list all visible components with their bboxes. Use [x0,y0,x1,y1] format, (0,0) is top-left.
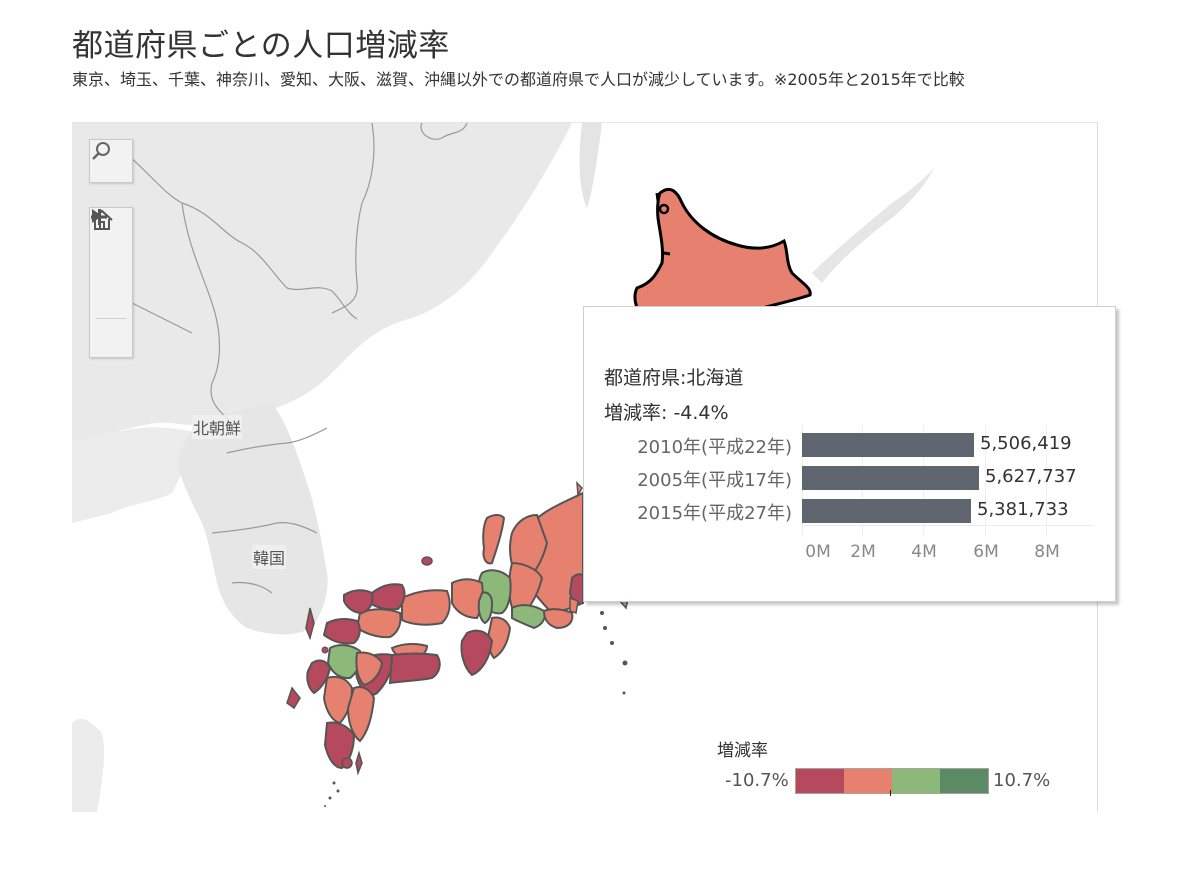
small-islands [286,481,629,807]
map-search-button[interactable] [89,139,133,183]
tooltip-rate: 増減率: -4.4% [604,402,729,424]
prefecture-hyogo-okayama [401,589,451,626]
bar-label: 2010年(平成22年) [637,437,792,458]
grid-line [985,425,986,537]
mainland-landmass [72,123,572,443]
x-axis-line [802,525,1094,526]
bar-2005 [802,466,979,490]
map-tooltip: 都道府県:北海道 増減率: -4.4% 2010年(平成22年) 5,506,4… [583,306,1116,602]
prefecture-mie [487,616,512,660]
map-label-north-korea: 北朝鮮 [192,415,243,439]
legend-current-marker [890,790,891,796]
toolbar-divider [96,318,126,319]
legend-swatch-strong-decrease [796,769,844,793]
legend-max-label: 10.7% [993,770,1051,791]
prefecture-kagoshima [323,721,356,770]
map-canvas[interactable] [72,123,1097,812]
map-zoom-toolbar [89,207,133,358]
legend-color-ramp[interactable] [795,768,989,794]
bar-label: 2015年(平成27年) [637,503,792,524]
prefecture-kyoto-area [451,578,484,620]
bar-label: 2005年(平成17年) [637,470,792,491]
play-triangle-icon [92,209,102,223]
tooltip-prefecture: 都道府県:北海道 [604,367,744,389]
x-tick: 8M [1034,542,1060,562]
prefecture-kanagawa-area [568,573,584,605]
bar-2010 [802,433,974,457]
prefectures-kyushu [306,644,384,770]
bar-2015 [802,499,971,523]
prefecture-kochi-tokushima [388,652,441,685]
prefecture-wakayama [460,629,494,677]
mainland-coast-lower [72,427,202,523]
prefecture-hiroshima [355,608,402,639]
prefecture-miyazaki [346,686,376,743]
korea-landmass [177,403,328,635]
prefecture-shizuoka [542,608,574,630]
prefecture-aichi [511,604,546,630]
x-tick: 6M [973,542,999,562]
china-coast-sw [72,718,105,812]
bar-value: 5,627,737 [985,466,1077,487]
prefecture-shiga [477,591,494,625]
prefecture-saga-nagasaki [306,659,332,695]
home-button[interactable] [90,209,132,316]
prefecture-oita [355,651,384,687]
kuril-islands [812,168,934,283]
prefecture-shimane-west [343,589,374,615]
bar-value: 5,506,419 [980,433,1072,454]
color-legend[interactable]: 増減率 -10.7% 10.7% [717,736,1050,796]
page-title: 都道府県ごとの人口増減率 [72,28,450,64]
map-label-south-korea: 韓国 [252,545,287,569]
x-tick: 4M [911,542,937,562]
prefecture-yamaguchi [322,617,361,645]
x-tick: 0M [805,542,831,562]
legend-swatch-increase [892,769,940,793]
bar-value: 5,381,733 [977,499,1069,520]
page-subtitle: 東京、埼玉、千葉、神奈川、愛知、大阪、滋賀、沖縄以外での都道府県で人口が減少して… [72,70,965,89]
prefectures-honshu [322,491,584,677]
legend-title: 増減率 [717,741,768,761]
legend-min-label: -10.7% [725,770,789,791]
sakhalin-island [579,123,602,208]
legend-swatch-strong-increase [940,769,988,793]
grid-line [1046,425,1047,537]
prefecture-ishikawa [482,514,506,565]
x-tick: 2M [850,542,876,562]
legend-swatch-decrease [844,769,892,793]
country-borders [111,123,468,594]
zoom-out-button[interactable] [90,215,132,280]
search-icon[interactable] [90,140,132,182]
prefecture-tottori-shimane [368,583,406,611]
island-rishiri [658,203,670,215]
expand-toolbar-button[interactable] [90,209,132,357]
